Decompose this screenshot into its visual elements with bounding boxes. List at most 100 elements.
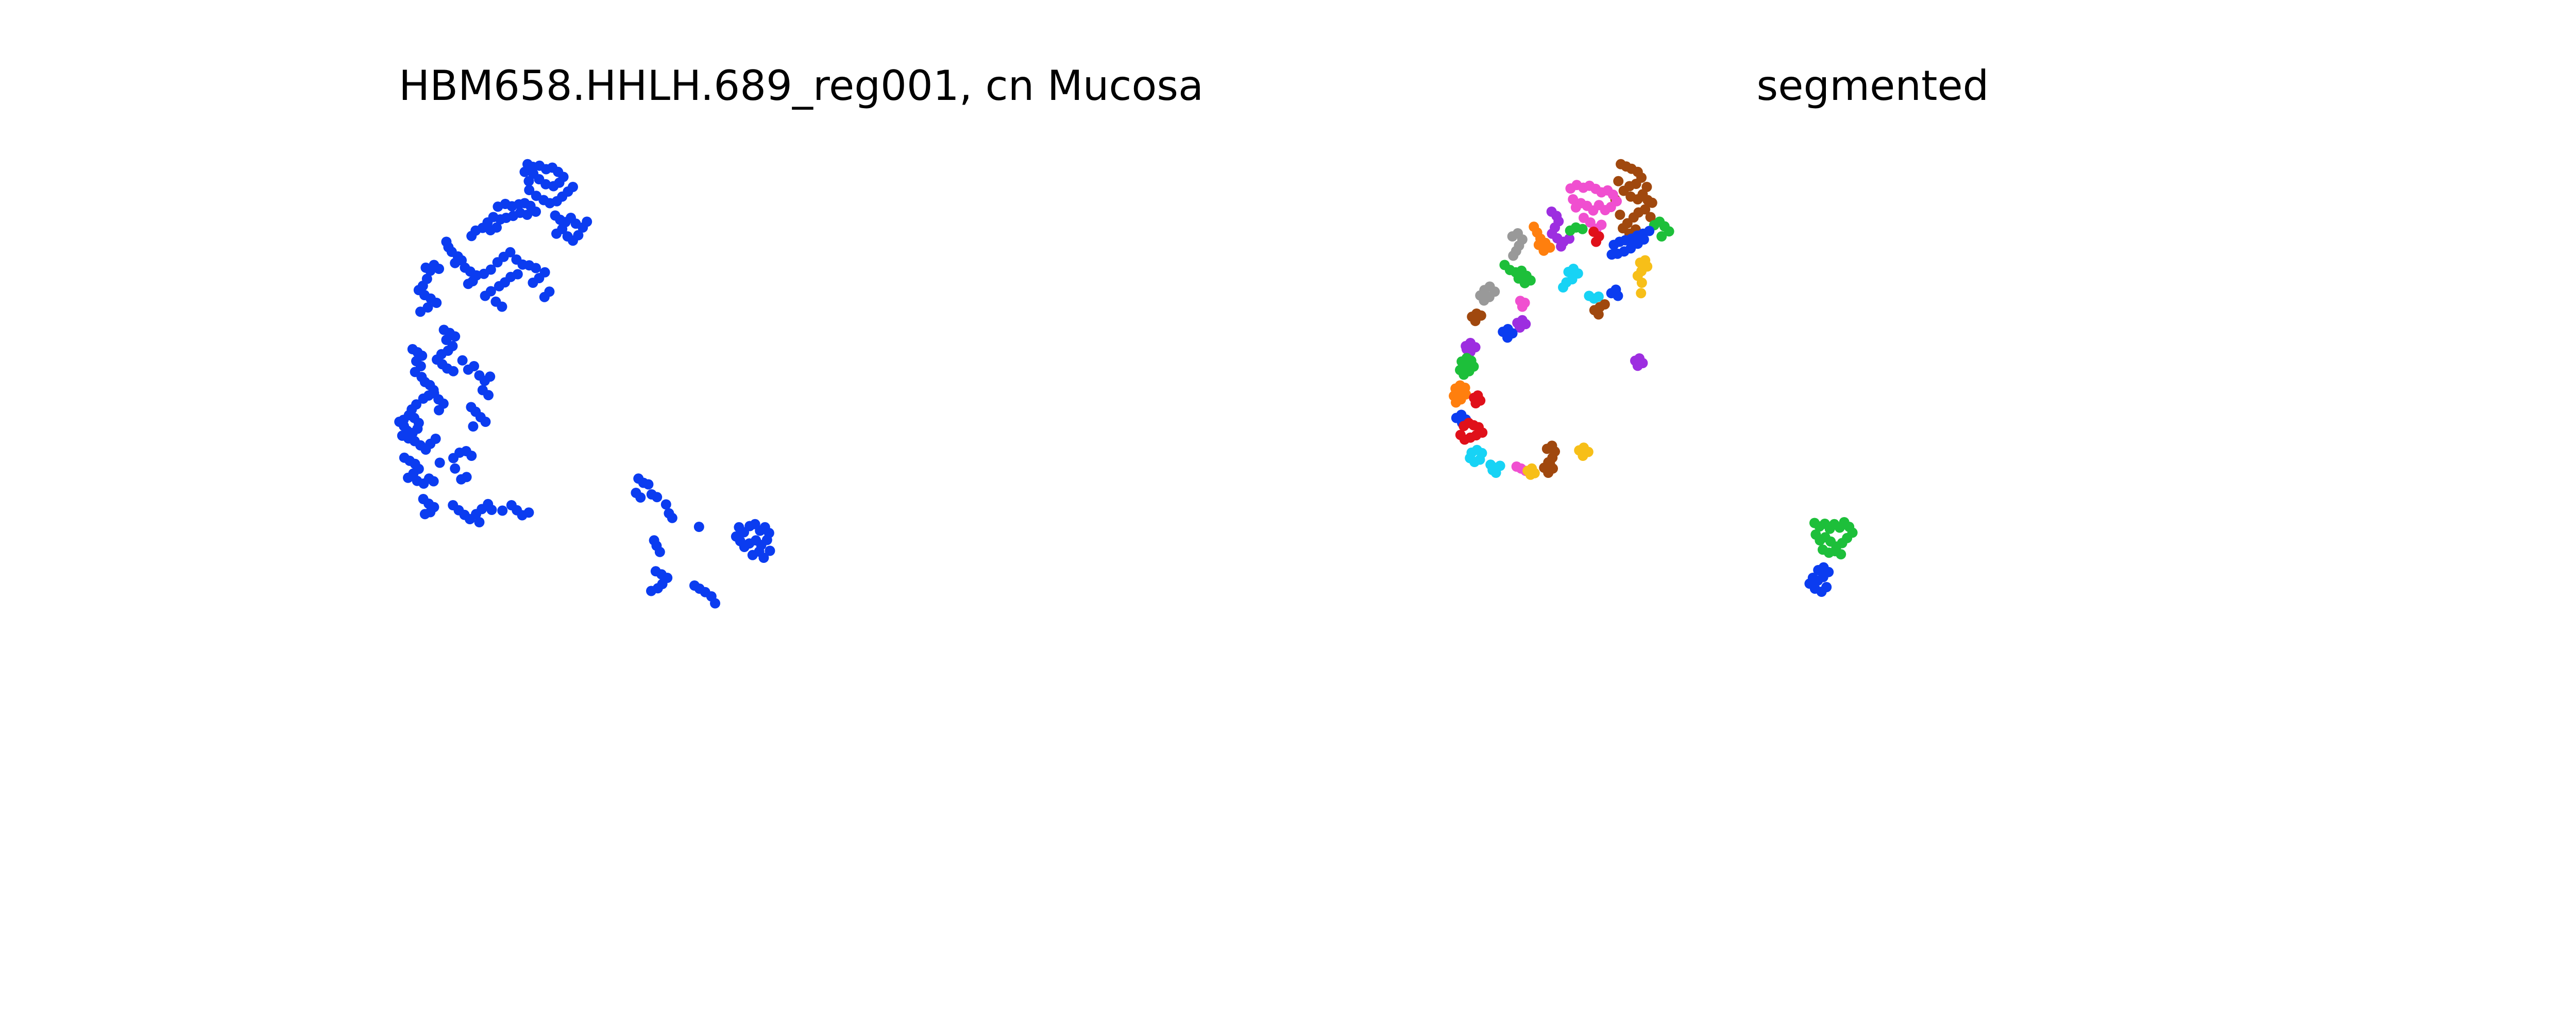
left-series-0-point-197 (635, 492, 646, 503)
right-series-22-point-7 (1454, 388, 1465, 399)
left-series-0-point-108 (448, 366, 459, 376)
right-series-14-point-2 (1613, 290, 1623, 301)
right-series-11-point-5 (1558, 282, 1568, 293)
right-panel-title: segmented (1756, 62, 1989, 110)
left-series-0-point-28 (531, 207, 541, 217)
left-series-0-point-63 (463, 279, 473, 289)
right-series-23-point-3 (1470, 398, 1481, 408)
right-series-5-point-4 (1656, 231, 1667, 242)
right-series-9-point-5 (1508, 250, 1519, 261)
right-series-5-point-3 (1664, 226, 1674, 237)
left-series-0-point-162 (419, 509, 430, 520)
left-series-0-point-128 (418, 393, 429, 404)
left-series-0-point-58 (450, 258, 461, 268)
left-series-0-point-212 (646, 586, 656, 596)
right-series-12-point-5 (1475, 290, 1486, 301)
right-series-0-point-23 (1641, 182, 1652, 192)
left-series-0-point-52 (582, 216, 592, 227)
left-series-0-point-114 (485, 371, 496, 382)
left-series-1-point-15 (747, 550, 758, 560)
left-series-0-point-83 (528, 278, 538, 288)
right-series-21-point-7 (1460, 362, 1471, 372)
left-series-0-point-172 (497, 505, 508, 516)
left-series-0-point-74 (494, 281, 504, 291)
right-series-13-point-2 (1593, 291, 1604, 302)
right-series-7-point-6 (1636, 288, 1647, 299)
left-series-0-point-95 (431, 298, 442, 308)
right-series-16-point-2 (1517, 301, 1528, 312)
left-panel-title: HBM658.HHLH.689_reg001, cn Mucosa (398, 62, 1204, 110)
left-series-0-point-203 (693, 522, 704, 532)
left-series-0-point-217 (710, 598, 720, 609)
left-series-1-point-13 (731, 531, 741, 542)
right-series-0-point-12 (1647, 197, 1657, 208)
left-series-0-point-199 (652, 492, 663, 503)
right-series-33-point-19 (1836, 549, 1846, 560)
left-series-1-point-17 (758, 553, 769, 563)
left-series-0-point-111 (469, 361, 479, 371)
right-series-29-point-3 (1525, 469, 1536, 480)
right-series-33-point-15 (1810, 529, 1821, 540)
right-series-2-point-7 (1564, 233, 1574, 244)
right-series-1-point-15 (1570, 202, 1581, 213)
right-series-25-point-8 (1455, 430, 1466, 440)
right-series-19-point-3 (1502, 332, 1513, 343)
left-series-0-point-50 (573, 230, 584, 241)
right-series-6-point-6 (1644, 226, 1655, 236)
right-series-1-point-19 (1596, 219, 1607, 230)
left-series-0-point-11 (528, 168, 539, 179)
right-series-7-point-5 (1636, 278, 1647, 288)
right-series-32-point-3 (1632, 360, 1643, 371)
left-series-0-point-181 (450, 463, 461, 474)
left-series-0-point-176 (523, 507, 534, 518)
left-series-0-point-85 (539, 291, 550, 302)
right-series-31-point-3 (1578, 451, 1588, 461)
left-series-0-point-76 (480, 290, 490, 301)
left-series-0-point-116 (483, 390, 494, 401)
left-series-0-point-89 (434, 264, 444, 274)
left-series-0-point-109 (457, 355, 468, 366)
left-series-0-point-200 (660, 499, 671, 510)
left-series-0-point-170 (486, 505, 497, 515)
right-series-6-point-12 (1606, 249, 1617, 260)
right-series-18-point-3 (1515, 322, 1525, 333)
right-series-2-point-8 (1556, 241, 1566, 252)
left-series-0-point-12 (523, 176, 534, 186)
left-series-0-point-156 (428, 476, 439, 487)
left-series-0-point-14 (524, 185, 535, 195)
right-series-4-point-2 (1591, 236, 1601, 247)
right-series-0-point-20 (1613, 176, 1624, 186)
left-series-0-point-187 (434, 405, 444, 416)
left-series-0-point-157 (434, 457, 445, 468)
left-series-0-point-206 (654, 546, 665, 557)
left-series-0-point-8 (548, 181, 559, 192)
left-series-0-point-139 (394, 417, 405, 427)
right-series-15-point-3 (1593, 309, 1604, 320)
left-series-0-point-202 (667, 512, 677, 523)
right-series-17-point-3 (1470, 316, 1481, 327)
left-series-0-point-180 (466, 451, 477, 461)
right-series-26-point-5 (1465, 453, 1476, 464)
left-series-0-point-65 (485, 264, 496, 275)
right-series-0-point-22 (1615, 210, 1625, 220)
left-series-0-point-47 (551, 228, 562, 239)
left-series-0-point-192 (468, 421, 479, 432)
left-series-0-point-97 (415, 306, 426, 317)
left-series-0-point-171 (474, 517, 485, 527)
right-series-3-point-2 (1577, 224, 1588, 234)
right-series-0-point-24 (1645, 212, 1656, 222)
right-series-1-point-20 (1568, 194, 1579, 204)
left-series-0-point-183 (461, 472, 472, 483)
left-series-1-point-16 (765, 545, 775, 556)
right-series-34-point-9 (1821, 582, 1832, 592)
right-series-15-point-2 (1599, 299, 1610, 310)
right-series-10-point-7 (1513, 273, 1524, 284)
left-series-0-point-38 (492, 222, 502, 233)
right-series-0-point-7 (1618, 185, 1629, 196)
left-series-0-point-80 (531, 263, 541, 273)
left-series-0-point-146 (430, 434, 441, 444)
left-series-0-point-100 (450, 331, 461, 342)
right-series-30-point-8 (1545, 458, 1555, 469)
